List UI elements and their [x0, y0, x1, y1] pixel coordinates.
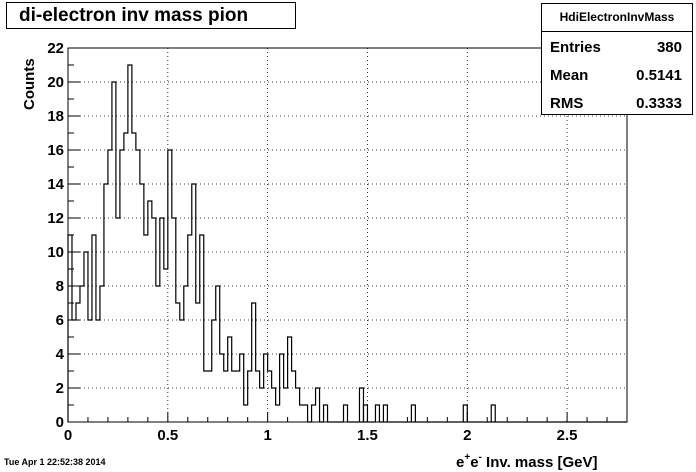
- x-tick-label: 0.5: [157, 427, 178, 444]
- y-axis-ticks: 0 2 4 6 8 10 12 14 16 18 20 22: [47, 40, 80, 431]
- x-tick-label: 1: [263, 427, 271, 444]
- stats-value: 380: [656, 39, 682, 56]
- y-tick-label: 16: [47, 142, 64, 159]
- stats-key: Mean: [550, 67, 589, 84]
- histogram-bin: [410, 404, 416, 422]
- stats-histogram-name: HdiElectronInvMass: [542, 4, 692, 32]
- y-tick-label: 6: [56, 312, 64, 329]
- y-tick-label: 18: [47, 108, 64, 125]
- y-tick-label: 10: [47, 244, 64, 261]
- histogram-bin: [362, 404, 369, 422]
- plot-title-box: di-electron inv mass pion: [6, 2, 296, 29]
- plot-title: di-electron inv mass pion: [19, 5, 249, 26]
- x-tick-label: 1.5: [357, 427, 378, 444]
- x-tick-label: 2: [463, 427, 471, 444]
- y-tick-label: 4: [56, 346, 65, 363]
- stats-value: 0.5141: [636, 67, 682, 84]
- stats-box: HdiElectronInvMass Entries 380 Mean 0.51…: [541, 3, 693, 115]
- y-tick-label: 2: [56, 380, 64, 397]
- x-label-plus: +: [464, 452, 470, 463]
- histogram-bin: [490, 404, 496, 422]
- x-tick-label: 2.5: [557, 427, 578, 444]
- histogram-bin: [382, 404, 389, 422]
- stats-value: 0.3333: [636, 95, 682, 112]
- stats-row-rms: RMS 0.3333: [542, 90, 692, 118]
- x-axis-label: e+e- Inv. mass [GeV]: [456, 452, 597, 471]
- x-axis-ticks: 0 0.5 1 1.5 2 2.5: [64, 412, 628, 444]
- stats-row-mean: Mean 0.5141: [542, 62, 692, 90]
- x-label-minus: -: [479, 452, 482, 463]
- y-tick-label: 0: [56, 414, 64, 431]
- y-tick-label: 8: [56, 278, 64, 295]
- stats-row-entries: Entries 380: [542, 34, 692, 62]
- y-tick-label: 12: [47, 210, 64, 227]
- stats-key: RMS: [550, 95, 584, 112]
- y-axis-label: Counts: [21, 58, 38, 110]
- x-label-text: Inv. mass [GeV]: [482, 454, 598, 471]
- histogram-outline: [67, 64, 627, 423]
- y-tick-label: 20: [47, 74, 64, 91]
- histogram-series: [67, 64, 627, 423]
- y-tick-label: 22: [47, 40, 64, 57]
- y-tick-label: 14: [47, 176, 64, 193]
- x-tick-label: 0: [64, 427, 72, 444]
- histogram-bin: [462, 404, 468, 422]
- stats-key: Entries: [550, 39, 601, 56]
- timestamp-footer: Tue Apr 1 22:52:38 2014: [4, 457, 106, 467]
- x-label-e2: e: [470, 454, 478, 471]
- x-label-e1: e: [456, 454, 464, 471]
